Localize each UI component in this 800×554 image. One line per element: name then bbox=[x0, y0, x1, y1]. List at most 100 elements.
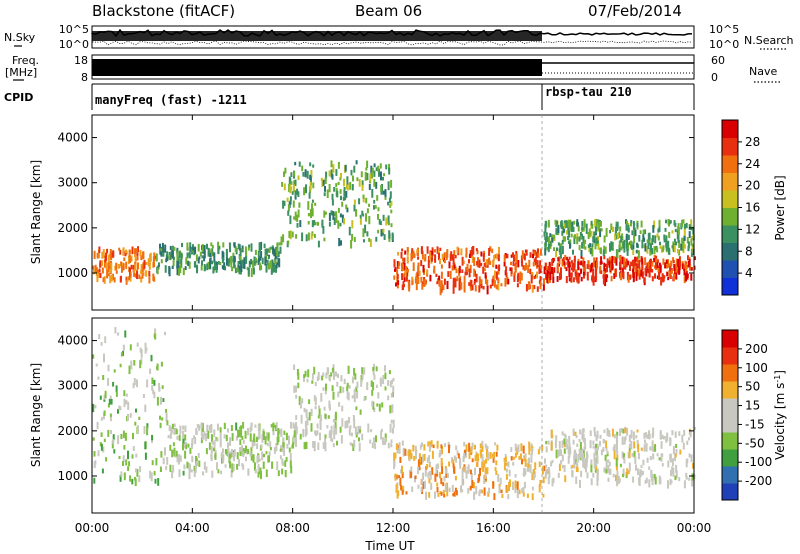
scatter-cell bbox=[671, 430, 674, 436]
scatter-cell bbox=[561, 454, 564, 462]
scatter-cell bbox=[648, 466, 651, 470]
scatter-cell bbox=[602, 447, 605, 452]
scatter-cell bbox=[395, 443, 398, 450]
scatter-cell bbox=[286, 443, 289, 449]
scatter-cell bbox=[380, 171, 382, 181]
scatter-cell bbox=[632, 245, 635, 250]
scatter-cell bbox=[249, 433, 252, 442]
scatter-cell bbox=[240, 261, 243, 270]
scatter-cell bbox=[262, 431, 265, 440]
scatter-cell bbox=[623, 453, 625, 460]
scatter-cell bbox=[672, 275, 675, 280]
scatter-cell bbox=[161, 385, 164, 389]
scatter-cell bbox=[201, 244, 204, 252]
scatter-cell bbox=[394, 267, 397, 271]
scatter-cell bbox=[239, 255, 242, 261]
scatter-cell bbox=[272, 423, 275, 427]
scatter-cell bbox=[276, 461, 279, 471]
scatter-cell bbox=[434, 249, 436, 253]
scatter-cell bbox=[112, 381, 115, 387]
scatter-cell bbox=[168, 254, 171, 260]
scatter-cell bbox=[670, 269, 673, 274]
scatter-cell bbox=[317, 240, 320, 248]
scatter-cell bbox=[418, 270, 421, 277]
scatter-cell bbox=[343, 178, 345, 187]
scatter-cell bbox=[93, 250, 96, 259]
scatter-cell bbox=[683, 268, 686, 276]
scatter-cell bbox=[642, 229, 645, 235]
scatter-cell bbox=[628, 435, 631, 442]
scatter-cell bbox=[660, 441, 663, 449]
scatter-cell bbox=[526, 493, 529, 498]
scatter-cell bbox=[667, 240, 670, 248]
scatter-cell bbox=[474, 467, 476, 476]
scatter-cell bbox=[408, 286, 411, 292]
scatter-cell bbox=[312, 164, 315, 168]
scatter-cell bbox=[188, 251, 191, 257]
scatter-cell bbox=[494, 467, 497, 471]
scatter-cell bbox=[160, 451, 163, 458]
scatter-cell bbox=[194, 246, 197, 254]
scatter-cell bbox=[390, 179, 393, 188]
scatter-cell bbox=[675, 470, 678, 479]
scatter-cell bbox=[528, 441, 531, 449]
scatter-cell bbox=[669, 266, 672, 272]
scatter-cell bbox=[436, 487, 439, 493]
scatter-cell bbox=[387, 380, 390, 386]
scatter-cell bbox=[366, 208, 369, 214]
scatter-cell bbox=[208, 425, 211, 431]
scatter-cell bbox=[404, 269, 407, 278]
scatter-cell bbox=[372, 371, 375, 376]
scatter-cell bbox=[465, 253, 468, 258]
scatter-cell bbox=[632, 272, 635, 278]
scatter-cell bbox=[544, 224, 547, 233]
scatter-cell bbox=[328, 376, 331, 382]
scatter-cell bbox=[471, 442, 474, 450]
scatter-cell bbox=[362, 194, 365, 199]
scatter-cell bbox=[547, 467, 550, 472]
scatter-cell bbox=[119, 249, 122, 255]
scatter-cell bbox=[436, 440, 439, 449]
scatter-cell bbox=[605, 447, 608, 451]
scatter-cell bbox=[193, 435, 195, 439]
scatter-cell bbox=[494, 270, 496, 279]
scatter-cell bbox=[422, 475, 424, 480]
scatter-cell bbox=[486, 279, 489, 284]
scatter-cell bbox=[106, 248, 109, 254]
scatter-cell bbox=[493, 280, 496, 288]
scatter-cell bbox=[217, 250, 220, 255]
scatter-cell bbox=[375, 366, 378, 372]
scatter-cell bbox=[421, 284, 424, 290]
scatter-cell bbox=[582, 461, 585, 468]
scatter-cell bbox=[395, 282, 397, 287]
scatter-cell bbox=[270, 266, 273, 275]
scatter-cell bbox=[304, 370, 307, 377]
scatter-cell bbox=[336, 440, 338, 446]
scatter-cell bbox=[541, 444, 544, 451]
scatter-cell bbox=[284, 460, 287, 467]
scatter-cell bbox=[510, 254, 513, 258]
scatter-cell bbox=[363, 396, 366, 401]
scatter-cell bbox=[404, 250, 407, 255]
scatter-cell bbox=[440, 458, 443, 467]
scatter-cell bbox=[492, 453, 494, 458]
scatter-cell bbox=[178, 434, 181, 441]
scatter-cell bbox=[269, 246, 272, 250]
scatter-cell bbox=[194, 464, 197, 473]
scatter-cell bbox=[288, 435, 290, 445]
scatter-cell bbox=[543, 266, 546, 275]
scatter-cell bbox=[235, 422, 238, 431]
scatter-cell bbox=[672, 260, 675, 264]
scatter-cell bbox=[461, 269, 464, 273]
scatter-cell bbox=[595, 450, 598, 456]
scatter-cell bbox=[325, 372, 328, 379]
scatter-cell bbox=[326, 189, 329, 198]
scatter-cell bbox=[417, 256, 420, 260]
scatter-cell bbox=[137, 246, 139, 252]
scatter-cell bbox=[390, 223, 393, 228]
scatter-cell bbox=[644, 243, 647, 252]
scatter-cell bbox=[328, 404, 331, 411]
scatter-cell bbox=[566, 444, 569, 450]
scatter-cell bbox=[433, 265, 436, 274]
scatter-cell bbox=[673, 266, 676, 271]
